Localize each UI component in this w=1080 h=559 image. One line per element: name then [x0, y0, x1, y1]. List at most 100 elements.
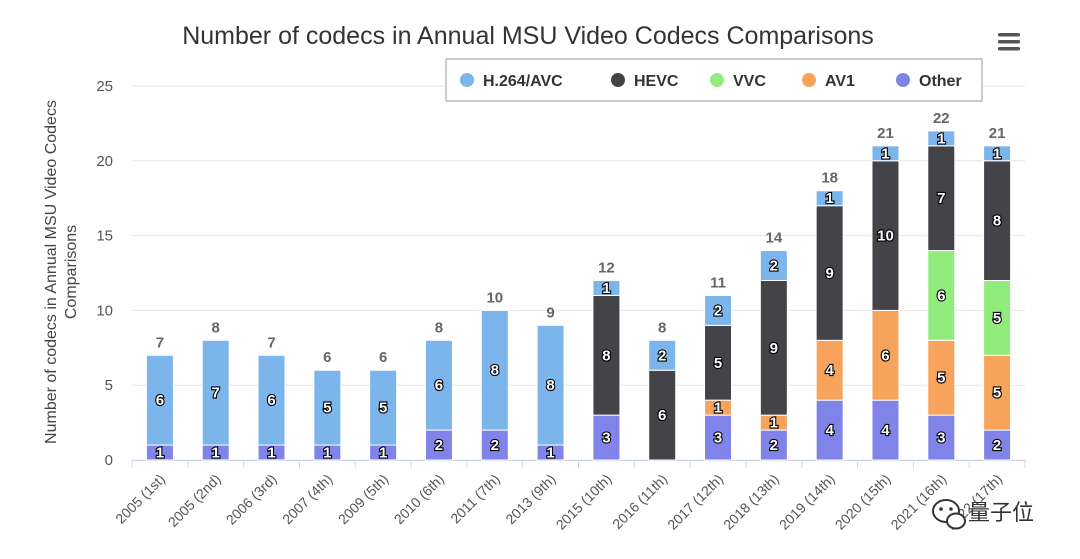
bar-segment-label: 1 [937, 130, 945, 147]
bar-segment[interactable] [592, 279, 621, 296]
x-tick-label: 2020 (15th) [832, 471, 894, 533]
y-tick-label: 15 [96, 228, 113, 245]
bar-total-label: 8 [435, 319, 443, 336]
y-tick-label: 0 [105, 452, 113, 469]
bar-total-label: 22 [933, 110, 950, 127]
y-axis-ticks: 0 5 10 15 20 25 [96, 78, 113, 469]
bar-segment[interactable] [201, 339, 230, 446]
legend-marker [896, 73, 910, 87]
bar-segment[interactable] [424, 339, 453, 431]
watermark-text: 量子位 [968, 500, 1034, 525]
bar-segment[interactable] [592, 294, 621, 416]
bar-total-label: 12 [598, 259, 615, 276]
bar-total-label: 10 [486, 289, 503, 306]
bar-segment[interactable] [983, 429, 1012, 461]
legend-marker [460, 73, 474, 87]
bar-total-label: 21 [989, 125, 1006, 142]
y-axis-title: Number of codecs in Annual MSU Video Cod… [43, 100, 80, 444]
bar-segment-label: 10 [877, 228, 894, 245]
x-tick-label: 2007 (4th) [279, 471, 335, 527]
x-tick-label: 2010 (6th) [391, 471, 447, 527]
legend-label: Other [919, 73, 962, 90]
bar-segment[interactable] [815, 399, 844, 461]
y-axis-title-line-2: Comparisons [63, 225, 80, 319]
bar-segment[interactable] [815, 190, 844, 207]
x-tick-label: 2017 (12th) [664, 471, 726, 533]
bar-segment-label: 5 [993, 310, 1001, 327]
bar-segment-label: 3 [602, 430, 610, 447]
x-tick-label: 2005 (1st) [112, 471, 168, 527]
bar-segment[interactable] [648, 339, 677, 371]
bar-segment[interactable] [257, 354, 286, 446]
bar-segment-label: 2 [993, 437, 1001, 454]
legend-item[interactable]: VVC [710, 73, 766, 90]
bar-segment[interactable] [871, 145, 900, 162]
x-tick-label: 2011 (7th) [447, 471, 503, 527]
bar-segment[interactable] [759, 250, 788, 281]
legend-label: VVC [733, 73, 766, 90]
x-axis-ticks: 2005 (1st)2005 (2nd)2006 (3rd) 2007 (4th)… [112, 460, 1026, 533]
bar-segment[interactable] [704, 294, 733, 326]
bar-segment[interactable] [145, 354, 174, 446]
bar-total-label: 18 [821, 170, 838, 187]
legend-marker [611, 73, 625, 87]
bar-segment-label: 5 [379, 400, 387, 417]
bar-segment[interactable] [983, 354, 1012, 431]
x-tick-label: 2006 (3rd) [223, 471, 280, 528]
bar-total-label: 6 [379, 349, 387, 366]
bar-segment-label: 1 [881, 145, 889, 162]
bar-segment[interactable] [536, 324, 565, 446]
bar-segment-label: 8 [546, 377, 554, 394]
bar-segment[interactable] [759, 279, 788, 416]
x-tick-label: 2016 (11th) [609, 471, 670, 532]
bar-segment-label: 6 [156, 392, 164, 409]
bar-segment[interactable] [871, 160, 900, 311]
bar-segment-label: 4 [825, 362, 834, 379]
bar-segment[interactable] [927, 145, 956, 252]
x-tick-label: 2005 (2nd) [165, 471, 224, 530]
bar-total-label: 11 [710, 274, 726, 291]
hamburger-menu-icon[interactable] [998, 33, 1020, 51]
bar-segment-label: 4 [825, 422, 834, 439]
bar-segment[interactable] [983, 279, 1012, 356]
bar-segment-label: 5 [714, 355, 722, 372]
bar-segment-label: 1 [546, 445, 554, 462]
y-tick-label: 5 [105, 377, 113, 394]
legend-item[interactable]: H.264/AVC [460, 73, 563, 90]
bar-segment[interactable] [983, 145, 1012, 162]
bar-segment-label: 1 [825, 190, 833, 207]
bar-segment-label: 5 [323, 400, 331, 417]
bar-segment-label: 2 [770, 437, 778, 454]
bar-segment[interactable] [704, 414, 733, 461]
legend-item[interactable]: AV1 [802, 73, 855, 90]
bar-segment[interactable] [369, 369, 398, 446]
bar-segment-label: 5 [993, 385, 1001, 402]
y-axis-title-line-1: Number of codecs in Annual MSU Video Cod… [43, 100, 60, 444]
bar-segment[interactable] [927, 130, 956, 147]
bar-segment[interactable] [424, 429, 453, 461]
bar-segment[interactable] [648, 369, 677, 461]
bar-segment[interactable] [815, 339, 844, 401]
bar-segment-label: 7 [212, 385, 220, 402]
bar-segment-label: 1 [267, 445, 275, 462]
bar-segment-label: 3 [937, 430, 945, 447]
bar-segment[interactable] [815, 205, 844, 341]
bar-segment[interactable] [871, 309, 900, 401]
bar-total-label: 8 [212, 319, 220, 336]
bar-segment-label: 2 [658, 347, 666, 364]
bar-segment-label: 8 [602, 347, 610, 364]
legend-marker [802, 73, 816, 87]
wechat-icon [932, 499, 966, 530]
bar-segment[interactable] [704, 324, 733, 401]
bar-segment[interactable] [592, 414, 621, 461]
bar-segment-label: 2 [770, 258, 778, 275]
bar-segment-label: 3 [714, 430, 722, 447]
legend-item[interactable]: HEVC [611, 73, 679, 90]
bar-segment-label: 2 [491, 437, 499, 454]
bar-segment-label: 9 [770, 340, 778, 357]
legend-item[interactable]: Other [896, 73, 962, 90]
bar-segment[interactable] [480, 309, 509, 431]
bar-segment[interactable] [313, 369, 342, 446]
legend: H.264/AVC HEVC VVC AV1 Other [445, 58, 983, 102]
bars: 1671781671561562682810189381126283152112… [145, 110, 1012, 463]
